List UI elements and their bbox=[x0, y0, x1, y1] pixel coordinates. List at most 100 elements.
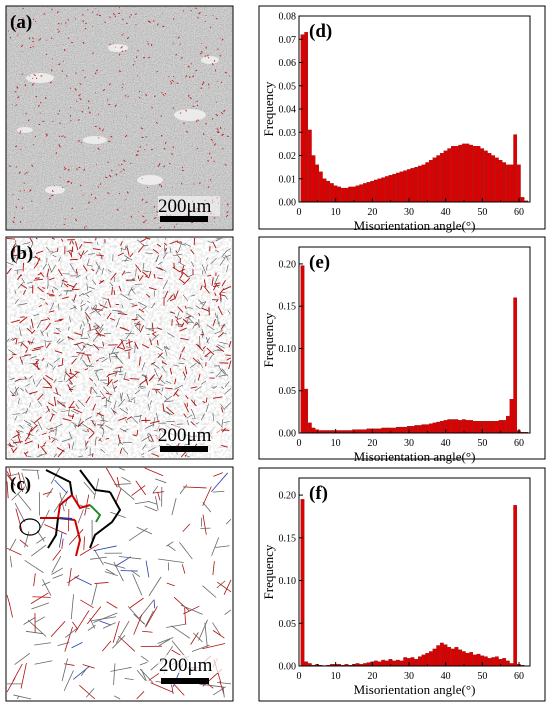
x-tick-label: 30 bbox=[404, 438, 414, 449]
boundary-segment bbox=[220, 404, 226, 411]
boundary-segment bbox=[35, 95, 38, 98]
boundary-segment bbox=[21, 410, 28, 414]
boundary-segment bbox=[42, 579, 52, 596]
boundary-segment bbox=[136, 669, 146, 681]
boundary-segment bbox=[208, 308, 210, 312]
histogram-bar bbox=[377, 428, 382, 434]
boundary-segment bbox=[51, 567, 64, 575]
boundary-segment bbox=[45, 374, 54, 381]
histogram-bar bbox=[366, 662, 371, 667]
boundary-segment bbox=[87, 355, 91, 363]
histogram-bar bbox=[484, 656, 488, 667]
boundary-segment bbox=[154, 95, 156, 98]
boundary-segment bbox=[70, 372, 78, 380]
boundary-segment bbox=[58, 145, 61, 148]
boundary-segment bbox=[61, 70, 64, 72]
boundary-segment bbox=[112, 635, 126, 649]
boundary-segment bbox=[145, 252, 153, 254]
boundary-segment bbox=[43, 441, 47, 445]
boundary-segment bbox=[139, 324, 144, 333]
boundary-segment bbox=[29, 325, 32, 330]
boundary-segment bbox=[32, 18, 35, 21]
y-tick-label: 0.00 bbox=[279, 662, 297, 673]
boundary-segment bbox=[115, 366, 123, 369]
boundary-segment bbox=[145, 606, 158, 627]
boundary-segment bbox=[192, 632, 203, 643]
boundary-segment bbox=[45, 133, 48, 136]
boundary-segment bbox=[119, 366, 122, 374]
boundary-segment bbox=[111, 286, 113, 296]
boundary-segment bbox=[72, 621, 79, 630]
boundary-segment bbox=[31, 602, 50, 610]
boundary-segment bbox=[92, 11, 94, 13]
boundary-segment bbox=[198, 312, 201, 317]
boundary-segment bbox=[181, 166, 184, 169]
boundary-segment bbox=[58, 135, 61, 138]
boundary-segment bbox=[216, 130, 219, 133]
boundary-segment bbox=[27, 340, 31, 345]
boundary-segment bbox=[73, 332, 83, 336]
boundary-segment bbox=[176, 317, 182, 321]
boundary-segment bbox=[201, 307, 210, 312]
histogram-bar bbox=[502, 420, 507, 434]
boundary-segment bbox=[24, 531, 30, 548]
boundary-segment bbox=[21, 355, 28, 358]
micrograph-b-scalebar bbox=[160, 446, 208, 452]
boundary-segment bbox=[96, 254, 104, 257]
boundary-segment bbox=[12, 413, 20, 415]
boundary-segment bbox=[8, 356, 14, 361]
boundary-segment bbox=[106, 400, 112, 403]
boundary-segment bbox=[146, 293, 151, 298]
boundary-segment bbox=[171, 649, 182, 656]
boundary-segment bbox=[61, 438, 71, 442]
boundary-segment bbox=[221, 407, 224, 413]
boundary-segment bbox=[171, 79, 174, 82]
histogram-bar bbox=[344, 187, 349, 203]
boundary-segment bbox=[226, 211, 229, 213]
boundary-segment bbox=[105, 568, 115, 575]
boundary-segment bbox=[41, 444, 45, 447]
boundary-segment bbox=[34, 642, 51, 646]
boundary-segment bbox=[30, 356, 37, 359]
boundary-segment bbox=[113, 400, 117, 409]
boundary-segment bbox=[21, 207, 24, 209]
x-tick-label: 20 bbox=[367, 671, 377, 682]
boundary-segment bbox=[108, 372, 118, 376]
histogram-bar bbox=[520, 197, 525, 203]
boundary-segment bbox=[87, 333, 91, 338]
histogram-bar bbox=[374, 428, 378, 434]
y-tick-label: 0.00 bbox=[279, 429, 297, 440]
boundary-segment bbox=[196, 147, 199, 150]
histogram-bar bbox=[451, 419, 455, 434]
boundary-segment bbox=[19, 327, 22, 337]
boundary-segment bbox=[83, 481, 96, 496]
boundary-segment bbox=[17, 282, 24, 289]
boundary-segment bbox=[213, 686, 226, 696]
boundary-segment bbox=[37, 286, 44, 293]
boundary-segment bbox=[66, 249, 73, 252]
boundary-segment bbox=[76, 344, 82, 350]
boundary-segment bbox=[41, 432, 47, 436]
boundary-segment bbox=[15, 430, 20, 434]
boundary-segment bbox=[186, 414, 193, 419]
histogram-bar bbox=[495, 157, 499, 203]
boundary-segment bbox=[70, 410, 79, 415]
histogram-bar bbox=[469, 420, 474, 434]
boundary-segment bbox=[79, 98, 82, 101]
boundary-segment bbox=[39, 297, 46, 301]
boundary-segment bbox=[156, 412, 159, 423]
boundary-segment bbox=[155, 478, 167, 484]
histogram-bar bbox=[403, 426, 408, 434]
boundary-segment bbox=[221, 331, 227, 335]
panel-label: (f) bbox=[309, 483, 328, 504]
boundary-segment bbox=[220, 369, 226, 375]
boundary-segment bbox=[114, 104, 117, 107]
histogram-bar bbox=[487, 153, 492, 203]
x-axis-label: Misorientation angle(°) bbox=[354, 218, 476, 233]
boundary-segment bbox=[17, 430, 24, 433]
boundary-segment bbox=[125, 419, 128, 424]
boundary-segment bbox=[83, 241, 93, 244]
boundary-segment bbox=[184, 443, 190, 446]
boundary-segment bbox=[13, 254, 18, 257]
histogram-bar bbox=[300, 265, 305, 434]
